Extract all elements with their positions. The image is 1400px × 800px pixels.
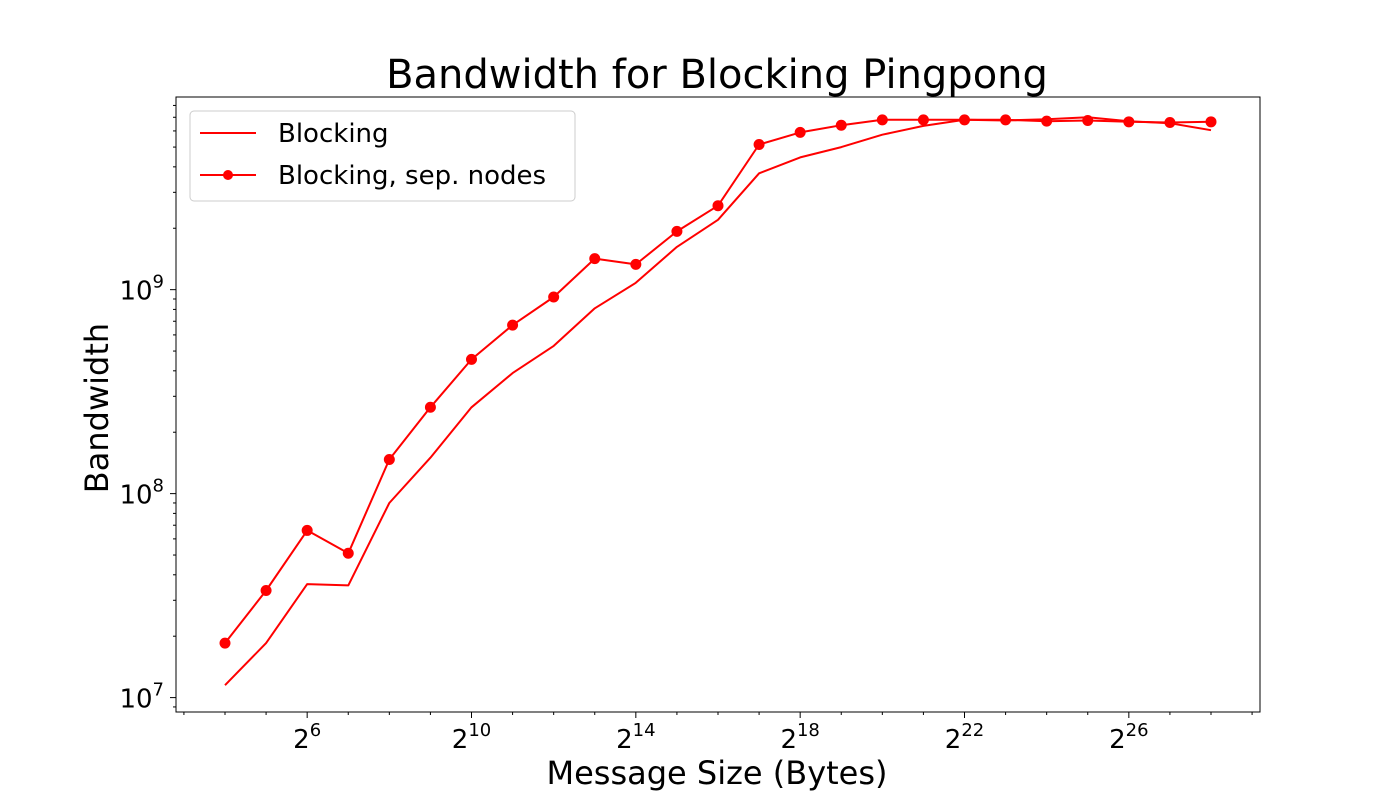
legend-marker — [223, 170, 233, 180]
legend: Blocking Blocking, sep. nodes — [189, 110, 576, 202]
data-point — [712, 200, 724, 212]
data-point — [1041, 115, 1053, 127]
data-point — [342, 547, 354, 559]
data-point — [1205, 116, 1217, 128]
data-point — [383, 453, 395, 465]
data-point — [630, 258, 642, 270]
data-point — [876, 114, 888, 126]
data-point — [1082, 114, 1094, 126]
data-point — [753, 138, 765, 150]
legend-box — [189, 110, 576, 202]
y-axis-label: Bandwidth — [78, 323, 116, 493]
legend-label: Blocking, sep. nodes — [278, 161, 546, 191]
data-point — [589, 253, 601, 265]
data-point — [301, 524, 313, 536]
axis-ticks: 26 210 214 218 222 226 107 108 109 — [119, 104, 1253, 755]
data-point — [466, 353, 477, 365]
x-tick-label: 210 — [452, 720, 491, 755]
data-point — [794, 126, 806, 138]
data-point — [424, 401, 436, 413]
legend-label: Blocking — [278, 119, 389, 149]
x-tick-label: 26 — [293, 720, 321, 755]
x-tick-label: 218 — [780, 720, 819, 755]
data-point — [507, 319, 519, 331]
x-tick-label: 214 — [616, 720, 655, 755]
data-point — [835, 119, 847, 131]
data-point — [1123, 116, 1135, 128]
x-tick-label: 222 — [945, 720, 984, 755]
y-tick-label: 108 — [119, 476, 164, 511]
data-point — [1000, 114, 1012, 126]
y-tick-label: 107 — [119, 680, 164, 715]
data-point — [548, 291, 560, 303]
chart-title: Bandwidth for Blocking Pingpong — [386, 52, 1048, 98]
data-point — [959, 114, 970, 126]
plot-frame — [175, 96, 1261, 713]
data-point — [219, 637, 231, 649]
data-point — [917, 114, 929, 126]
data-point — [671, 225, 683, 237]
x-tick-label: 226 — [1109, 720, 1148, 755]
x-axis-label: Message Size (Bytes) — [546, 754, 887, 792]
data-point — [1164, 116, 1176, 128]
series-lines — [219, 114, 1217, 686]
y-tick-label: 109 — [119, 272, 164, 307]
data-point — [260, 585, 272, 597]
